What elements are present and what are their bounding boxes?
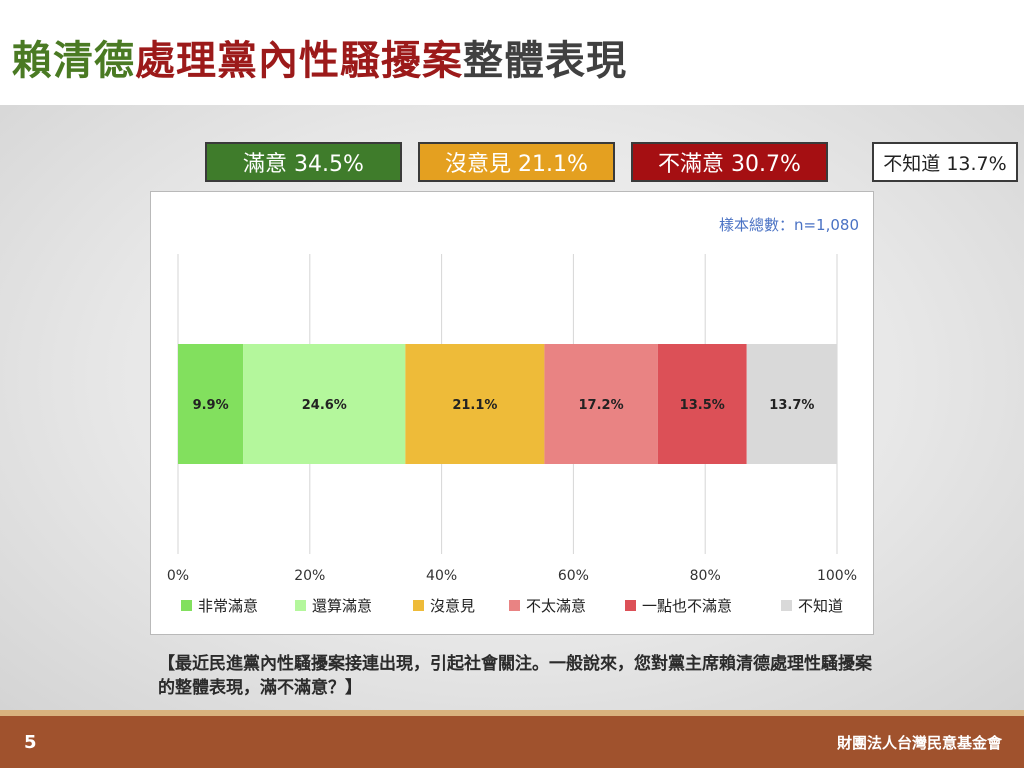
legend-swatch xyxy=(413,600,424,611)
legend-swatch xyxy=(781,600,792,611)
survey-question: 【最近民進黨內性騷擾案接連出現，引起社會關注。一般說來，您對黨主席賴清德處理性騷… xyxy=(158,654,872,698)
x-tick-label: 60% xyxy=(558,568,589,584)
bar-segment xyxy=(178,344,244,464)
legend-label: 還算滿意 xyxy=(312,597,372,615)
title-part-name: 賴清德 xyxy=(12,38,135,84)
legend-swatch xyxy=(181,600,192,611)
page-number: 5 xyxy=(24,731,37,753)
bar-data-label: 9.9% xyxy=(193,398,229,413)
summary-no-opinion-box: 沒意見 21.1% xyxy=(418,142,615,182)
x-tick-label: 20% xyxy=(294,568,325,584)
legend-label: 不知道 xyxy=(798,597,843,615)
bar-segment xyxy=(746,344,837,464)
bar-data-label: 13.5% xyxy=(680,398,725,413)
bar-segment xyxy=(405,344,545,464)
title-part-performance: 整體表現 xyxy=(463,38,627,84)
legend-label: 沒意見 xyxy=(430,597,475,615)
x-tick-label: 80% xyxy=(690,568,721,584)
x-tick-label: 40% xyxy=(426,568,457,584)
bar-data-label: 13.7% xyxy=(769,398,814,413)
summary-dissatisfied-box: 不滿意 30.7% xyxy=(631,142,828,182)
legend-label: 一點也不滿意 xyxy=(642,597,732,615)
chart-panel: 樣本總數：n=1,080 0% 20% 40% 60% 80% 100% 9.9% 24.6% 2… xyxy=(150,191,874,635)
bar-data-label: 17.2% xyxy=(579,398,624,413)
page-title: 賴清德處理黨內性騷擾案整體表現 xyxy=(12,28,627,86)
legend-swatch xyxy=(509,600,520,611)
footer-bar: 5 財團法人台灣民意基金會 xyxy=(0,716,1024,768)
legend-swatch xyxy=(625,600,636,611)
summary-dont-know-box: 不知道 13.7% xyxy=(872,142,1018,182)
x-tick-label: 0% xyxy=(167,568,189,584)
sample-size-note: 樣本總數：n=1,080 xyxy=(719,216,859,234)
bar-segment xyxy=(657,344,747,464)
bar-data-label: 24.6% xyxy=(302,398,347,413)
bar-data-label: 21.1% xyxy=(452,398,497,413)
stacked-bar-chart: 樣本總數：n=1,080 0% 20% 40% 60% 80% 100% 9.9% 24.6% 2… xyxy=(167,216,859,615)
x-tick-label: 100% xyxy=(817,568,857,584)
legend-label: 非常滿意 xyxy=(198,597,258,615)
footer-accent-line xyxy=(0,710,1024,716)
bar-segment xyxy=(544,344,658,464)
legend-label: 不太滿意 xyxy=(526,597,586,615)
legend-swatch xyxy=(295,600,306,611)
summary-satisfied-box: 滿意 34.5% xyxy=(205,142,402,182)
title-part-topic: 處理黨內性騷擾案 xyxy=(135,38,463,84)
bar-segment xyxy=(243,344,406,464)
organization-name: 財團法人台灣民意基金會 xyxy=(836,733,1002,752)
